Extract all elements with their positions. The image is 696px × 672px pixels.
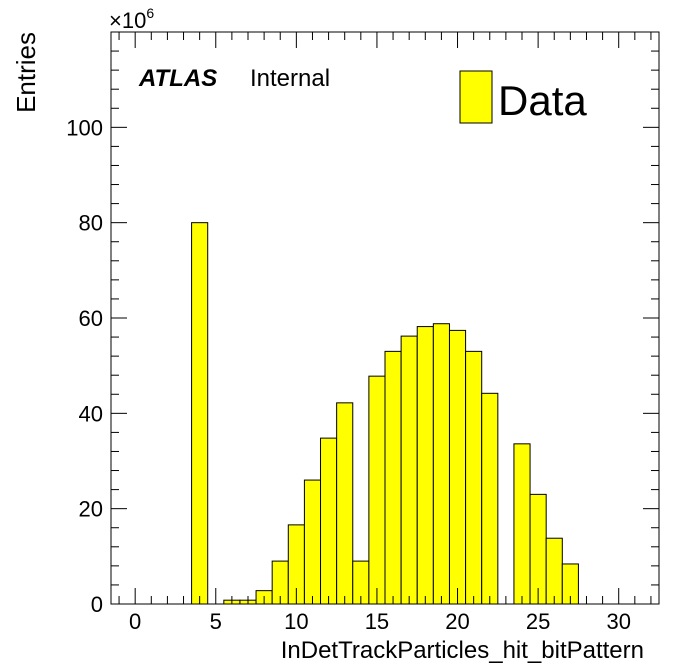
- y-multiplier: ×106: [109, 5, 154, 33]
- legend-swatch: [459, 70, 493, 124]
- histogram-bar: [303, 479, 322, 605]
- internal-label: Internal: [250, 65, 330, 92]
- y-tick-label: 100: [66, 115, 103, 140]
- x-tick-label: 25: [526, 609, 550, 634]
- y-axis-label: Entries: [11, 32, 41, 113]
- y-tick-label: 20: [79, 497, 103, 522]
- x-tick-label: 30: [606, 609, 630, 634]
- histogram-bar: [481, 392, 499, 605]
- y-tick-label: 0: [91, 592, 103, 617]
- axis-ticks: [111, 31, 659, 605]
- legend: Data: [459, 70, 587, 124]
- histogram-bar: [384, 350, 402, 605]
- histogram-bar: [465, 350, 483, 605]
- x-tick-label: 10: [284, 609, 308, 634]
- x-tick-label: 5: [210, 609, 222, 634]
- histogram-bar: [448, 329, 467, 605]
- y-tick-label: 60: [79, 306, 103, 331]
- histogram-bar: [400, 335, 418, 605]
- histogram-bar: [320, 437, 338, 605]
- histogram-bar: [336, 402, 354, 605]
- x-tick-label: 15: [365, 609, 389, 634]
- histogram-bar: [416, 326, 434, 605]
- histogram-bar: [545, 537, 563, 605]
- legend-label: Data: [498, 77, 587, 124]
- x-tick-labels: 0 5 10 15 20 25 30: [129, 609, 631, 634]
- x-tick-label: 0: [129, 609, 141, 634]
- y-tick-label: 40: [79, 401, 103, 426]
- y-tick-labels: 0 20 40 60 80 100: [66, 115, 103, 617]
- x-tick-label: 20: [445, 609, 469, 634]
- y-tick-label: 80: [79, 211, 103, 236]
- histogram-bar: [529, 493, 547, 605]
- histogram-bar: [432, 323, 450, 605]
- histogram-bar: [368, 375, 386, 605]
- x-axis-label: InDetTrackParticles_hit_bitPattern: [281, 637, 644, 664]
- histogram-bar: [191, 222, 209, 605]
- atlas-label: ATLAS: [138, 65, 217, 92]
- histogram-bar: [513, 443, 531, 605]
- histogram-bars: [191, 222, 579, 605]
